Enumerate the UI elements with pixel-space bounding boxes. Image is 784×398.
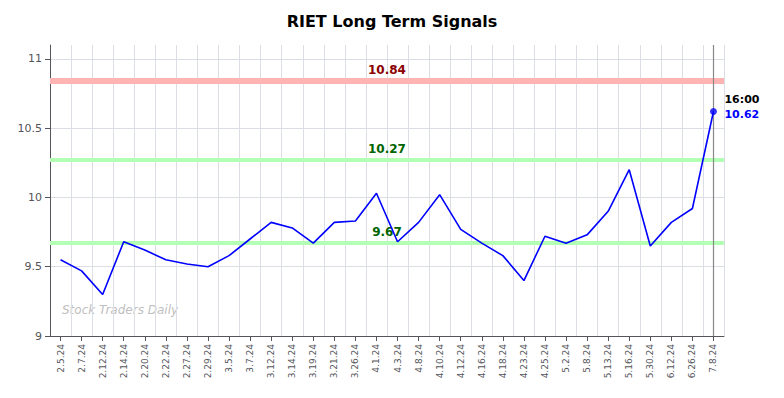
svg-text:4.1.24: 4.1.24 <box>371 344 381 373</box>
svg-text:2.29.24: 2.29.24 <box>203 344 213 379</box>
svg-text:5.16.24: 5.16.24 <box>624 344 634 379</box>
svg-text:4.25.24: 4.25.24 <box>540 344 550 379</box>
svg-text:6.12.24: 6.12.24 <box>666 344 676 379</box>
svg-text:4.12.24: 4.12.24 <box>456 344 466 379</box>
svg-text:2.7.24: 2.7.24 <box>77 344 87 373</box>
svg-text:9: 9 <box>35 330 42 343</box>
svg-text:3.26.24: 3.26.24 <box>350 344 360 379</box>
svg-text:16:00: 16:00 <box>724 93 759 106</box>
svg-text:11: 11 <box>28 52 42 65</box>
svg-text:5.30.24: 5.30.24 <box>645 344 655 379</box>
svg-text:2.20.24: 2.20.24 <box>140 344 150 379</box>
svg-text:4.18.24: 4.18.24 <box>498 344 508 379</box>
svg-text:10.5: 10.5 <box>18 122 43 135</box>
svg-text:2.22.24: 2.22.24 <box>161 344 171 379</box>
svg-text:7.8.24: 7.8.24 <box>708 344 718 373</box>
svg-text:3.12.24: 3.12.24 <box>266 344 276 379</box>
svg-text:9.5: 9.5 <box>25 260 43 273</box>
svg-text:5.2.24: 5.2.24 <box>561 344 571 373</box>
svg-text:2.12.24: 2.12.24 <box>98 344 108 379</box>
svg-text:10.84: 10.84 <box>368 63 406 77</box>
svg-text:3.19.24: 3.19.24 <box>308 344 318 379</box>
svg-text:Stock Traders Daily: Stock Traders Daily <box>62 303 179 317</box>
svg-text:2.27.24: 2.27.24 <box>182 344 192 379</box>
svg-text:4.3.24: 4.3.24 <box>393 344 403 373</box>
svg-text:3.5.24: 3.5.24 <box>224 344 234 373</box>
svg-text:2.14.24: 2.14.24 <box>119 344 129 379</box>
svg-text:3.21.24: 3.21.24 <box>329 344 339 379</box>
svg-text:4.16.24: 4.16.24 <box>477 344 487 379</box>
svg-text:6.26.24: 6.26.24 <box>687 344 697 379</box>
svg-text:4.10.24: 4.10.24 <box>435 344 445 379</box>
svg-text:3.14.24: 3.14.24 <box>287 344 297 379</box>
svg-text:5.13.24: 5.13.24 <box>603 344 613 379</box>
svg-text:4.23.24: 4.23.24 <box>519 344 529 379</box>
svg-text:4.8.24: 4.8.24 <box>414 344 424 373</box>
svg-text:10.62: 10.62 <box>724 108 759 121</box>
svg-text:RIET Long Term Signals: RIET Long Term Signals <box>287 12 498 31</box>
svg-text:9.67: 9.67 <box>372 225 402 239</box>
svg-text:5.8.24: 5.8.24 <box>582 344 592 373</box>
svg-text:10: 10 <box>28 191 42 204</box>
svg-text:3.7.24: 3.7.24 <box>245 344 255 373</box>
svg-text:2.5.24: 2.5.24 <box>56 344 66 373</box>
svg-text:10.27: 10.27 <box>368 142 406 156</box>
